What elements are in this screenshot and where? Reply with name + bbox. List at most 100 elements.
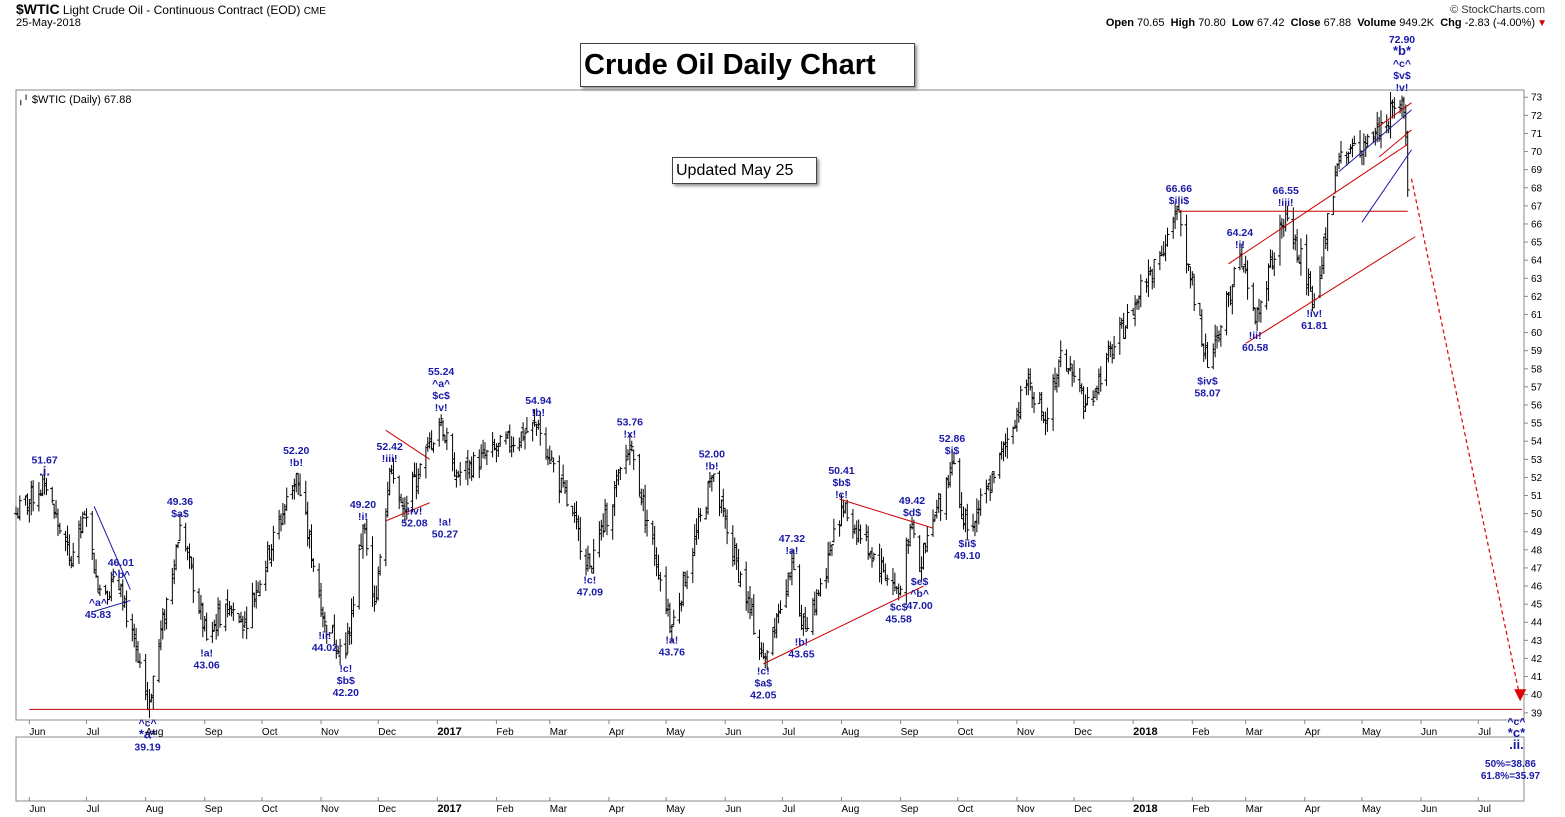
- ohlc-bar: [1405, 130, 1410, 197]
- ohlc-bar: [134, 627, 139, 663]
- support-line: [1245, 236, 1416, 344]
- y-tick-label: 60: [1531, 328, 1543, 339]
- ohlc-bar: [654, 547, 659, 577]
- ohlc-bar: [65, 525, 70, 556]
- ohlc-bar: [585, 545, 590, 572]
- ohlc-bar: [160, 608, 165, 640]
- ohlc-bar: [797, 564, 802, 617]
- ohlc-bar: [410, 471, 415, 513]
- wave-label: 46.01: [108, 557, 134, 569]
- ohlc-bar: [799, 604, 804, 630]
- x-tick-label-lower: May: [1362, 804, 1381, 815]
- ohlc-bar: [267, 544, 272, 561]
- ohlc-bar: [357, 544, 362, 610]
- ohlc-bar: [391, 458, 396, 484]
- ohlc-bar: [482, 442, 487, 460]
- ohlc-bar: [364, 518, 369, 556]
- ohlc-bar: [681, 571, 686, 607]
- ohlc-bar: [174, 544, 179, 571]
- ohlc-bar: [679, 600, 684, 612]
- ohlc-bar: [519, 431, 524, 449]
- ohlc-bar: [1350, 138, 1355, 158]
- x-tick-label: 2017: [437, 726, 461, 738]
- ohlc-bar: [511, 436, 516, 453]
- ohlc-bar: [517, 437, 522, 452]
- ohlc-bar: [1306, 268, 1311, 296]
- ohlc-bar: [784, 579, 789, 608]
- ohlc-bar: [938, 493, 943, 521]
- ohlc-bar: [1125, 304, 1130, 329]
- x-tick-label: Apr: [1305, 727, 1321, 738]
- y-tick-label: 44: [1531, 618, 1543, 629]
- ohlc-bar: [80, 511, 85, 534]
- ohlc-bar: [664, 566, 669, 615]
- ohlc-bar: [1083, 394, 1088, 413]
- wave-label: 49.36: [167, 496, 193, 508]
- wave-label: !b!: [795, 637, 808, 649]
- ohlc-bar: [946, 475, 951, 489]
- support-line: [1378, 102, 1412, 127]
- ohlc-bar: [1072, 360, 1077, 383]
- ohlc-bar: [1032, 392, 1037, 414]
- wave-label: $a$: [171, 508, 189, 520]
- ohlc-bar: [214, 613, 219, 640]
- x-tick-label-lower: Jun: [1421, 804, 1437, 815]
- x-tick-label-lower: Dec: [378, 804, 396, 815]
- x-tick-label: May: [1362, 727, 1381, 738]
- ohlc-bar: [1110, 344, 1115, 364]
- ohlc-bar: [505, 431, 510, 440]
- ohlc-bar: [90, 510, 95, 560]
- wave-label: !a!: [439, 517, 452, 529]
- ohlc-bar: [992, 471, 997, 484]
- ohlc-bar: [765, 650, 770, 670]
- ohlc-bar: [332, 614, 337, 645]
- ohlc-bar: [885, 574, 890, 586]
- ohlc-bar: [669, 624, 674, 642]
- ohlc-bar: [298, 473, 303, 497]
- ohlc-bar: [137, 653, 142, 668]
- wave-label: 42.20: [333, 687, 359, 699]
- wave-label: !i!: [358, 511, 368, 523]
- ohlc-bar: [143, 653, 148, 701]
- x-tick-label-lower: Jul: [1478, 804, 1491, 815]
- y-tick-label: 59: [1531, 346, 1543, 357]
- ohlc-bar: [1245, 260, 1250, 300]
- ohlc-bar: [677, 592, 682, 624]
- ohlc-bar: [1064, 349, 1069, 371]
- ohlc-bar: [747, 586, 752, 620]
- ohlc-bar: [879, 548, 884, 585]
- ohlc-bar: [1188, 266, 1193, 289]
- ohlc-bar: [217, 600, 222, 628]
- ohlc-bar: [1308, 271, 1313, 292]
- y-tick-label: 40: [1531, 690, 1543, 701]
- wave-label: $v$: [1393, 70, 1411, 82]
- x-tick-label-lower: Oct: [262, 804, 278, 815]
- wave-label: 43.76: [659, 647, 685, 659]
- ohlc-bar: [1003, 433, 1008, 457]
- ohlc-bar: [757, 629, 762, 660]
- ohlc-bar: [145, 681, 150, 710]
- ohlc-bar: [303, 480, 308, 516]
- ohlc-bar: [441, 419, 446, 441]
- ohlc-bar: [465, 449, 470, 486]
- ohlc-bar: [1024, 379, 1029, 396]
- y-tick-label: 71: [1531, 129, 1543, 140]
- y-tick-label: 54: [1531, 437, 1543, 448]
- ohlc-bar: [732, 537, 737, 565]
- ohlc-bar: [189, 556, 194, 570]
- ohlc-bar: [147, 689, 152, 718]
- ohlc-bar: [197, 588, 202, 614]
- ohlc-bar: [990, 472, 995, 493]
- wave-label: !iii!: [382, 453, 398, 465]
- x-tick-label-lower: Sep: [901, 804, 919, 815]
- ohlc-bar: [772, 617, 777, 639]
- copyright: © StockCharts.com: [1450, 4, 1545, 16]
- ohlc-bar: [418, 463, 423, 478]
- ohlc-bar: [1232, 266, 1237, 288]
- ohlc-bar: [1152, 259, 1157, 288]
- x-tick-label-lower: Nov: [321, 804, 339, 815]
- ohlc-bar: [387, 467, 392, 496]
- x-tick-label-lower: Jul: [782, 804, 795, 815]
- ohlc-bar: [866, 525, 871, 560]
- ohlc-bar: [124, 590, 129, 628]
